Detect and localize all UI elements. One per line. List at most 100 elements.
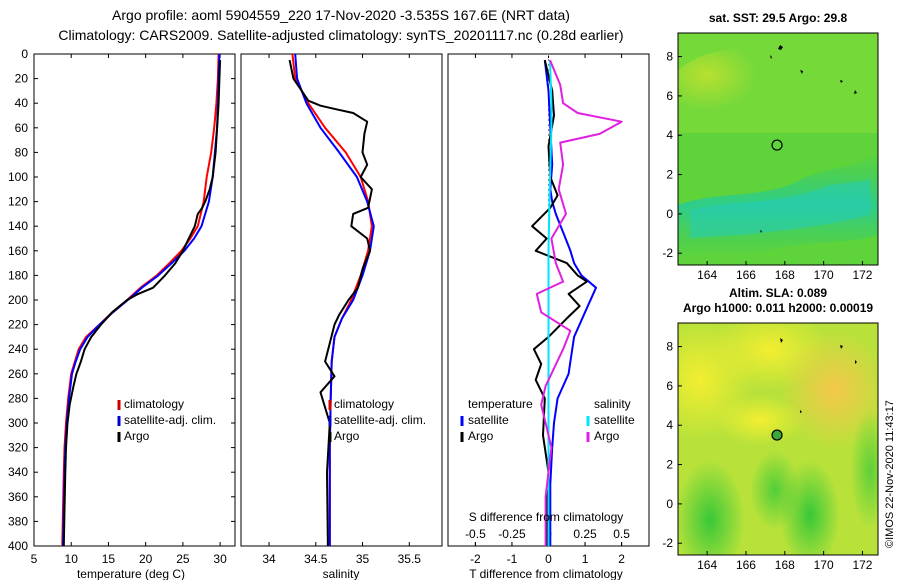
sla-map-field bbox=[678, 323, 878, 555]
x-tick-label: 0 bbox=[545, 552, 552, 566]
map-lon-tick-label: 172 bbox=[852, 558, 872, 572]
x2-tick-label: -0.25 bbox=[498, 527, 526, 541]
depth-tick-label: 320 bbox=[8, 441, 28, 455]
x-tick-label: 20 bbox=[139, 552, 153, 566]
map-lat-tick-label: 4 bbox=[666, 418, 673, 432]
depth-tick-label: 60 bbox=[15, 121, 29, 135]
x-tick-label: 2 bbox=[618, 552, 625, 566]
x-tick-label: -1 bbox=[507, 552, 518, 566]
x-tick-label: 30 bbox=[213, 552, 227, 566]
depth-tick-label: 240 bbox=[8, 342, 28, 356]
legend-label-satellite-adj: satellite-adj. clim. bbox=[124, 413, 216, 427]
x-tick-label: 34 bbox=[262, 552, 276, 566]
sst-map-field bbox=[678, 33, 878, 265]
legend-label-sal-satellite: satellite bbox=[594, 413, 635, 427]
depth-tick-label: 400 bbox=[8, 539, 28, 553]
legend-label-sal-argo: Argo bbox=[594, 429, 620, 443]
series-line-argo bbox=[288, 59, 373, 547]
temperature-series bbox=[61, 53, 222, 547]
legend-label-argo: Argo bbox=[334, 429, 360, 443]
x-tick-label: 15 bbox=[102, 552, 116, 566]
salinity-x-axis: 34 34.5 35 35.5 bbox=[262, 54, 421, 566]
depth-tick-label: 360 bbox=[8, 490, 28, 504]
temperature-legend: climatology satellite-adj. clim. Argo bbox=[117, 397, 216, 443]
temperature-x-label: temperature (deg C) bbox=[77, 567, 185, 580]
legend-label-climatology: climatology bbox=[334, 397, 394, 411]
depth-tick-label: 380 bbox=[8, 514, 28, 528]
sla-map-frame bbox=[677, 322, 879, 556]
sla-map-title-line2: Argo h1000: 0.011 h2000: 0.00019 bbox=[683, 301, 873, 315]
map-lat-tick-label: 2 bbox=[666, 168, 673, 182]
salinity-x-label: salinity bbox=[323, 567, 360, 580]
series-line-salinity-satellite bbox=[547, 60, 553, 546]
sla-map-lat-axis: 8 6 4 2 0 -2 bbox=[662, 340, 682, 550]
x2-tick-label: 0.5 bbox=[613, 527, 630, 541]
map-lon-tick-label: 166 bbox=[736, 268, 756, 282]
legend-label-satellite-adj: satellite-adj. clim. bbox=[334, 413, 426, 427]
x-tick-label: 1 bbox=[582, 552, 589, 566]
x-tick-label: 35 bbox=[356, 552, 370, 566]
depth-tick-label: 40 bbox=[15, 96, 29, 110]
depth-tick-label: 100 bbox=[8, 170, 28, 184]
figure-title-line1: Argo profile: aoml 5904559_220 17-Nov-20… bbox=[112, 7, 570, 23]
t-difference-label: T difference from climatology bbox=[469, 567, 623, 580]
x-tick-label: 25 bbox=[176, 552, 190, 566]
x2-tick-label: -0.5 bbox=[465, 527, 486, 541]
temperature-panel: 0204060801001201401601802002202402602803… bbox=[8, 47, 649, 580]
legend-heading-salinity: salinity bbox=[594, 397, 631, 411]
x-tick-label: 35.5 bbox=[398, 552, 422, 566]
sst-map-lat-axis: 8 6 4 2 0 -2 bbox=[662, 50, 682, 260]
depth-tick-label: 220 bbox=[8, 318, 28, 332]
salinity-legend: climatology satellite-adj. clim. Argo bbox=[328, 397, 426, 443]
sst-map-title: sat. SST: 29.5 Argo: 29.8 bbox=[709, 11, 848, 25]
depth-tick-label: 120 bbox=[8, 195, 28, 209]
salinity-panel: 34 34.5 35 35.5 salinity climatology satell… bbox=[240, 53, 443, 580]
map-lat-tick-label: 0 bbox=[666, 497, 673, 511]
sla-map-lon-axis: 164 166 168 170 172 bbox=[697, 551, 873, 572]
temperature-x-axis: 5 10 15 20 25 30 bbox=[31, 54, 227, 566]
s-difference-label: S difference from climatology bbox=[469, 510, 624, 524]
depth-tick-label: 20 bbox=[15, 72, 29, 86]
x-tick-label: 10 bbox=[65, 552, 79, 566]
depth-tick-label: 280 bbox=[8, 391, 28, 405]
depth-tick-label: 160 bbox=[8, 244, 28, 258]
map-lat-tick-label: -2 bbox=[662, 536, 673, 550]
sst-map-float-marker bbox=[771, 139, 783, 151]
legend-label-climatology: climatology bbox=[124, 397, 184, 411]
difference-legend: temperature satellite Argo salinity sate… bbox=[460, 397, 635, 443]
series-line-salinity-argo bbox=[535, 59, 623, 546]
depth-tick-label: 140 bbox=[8, 219, 28, 233]
sla-map-float-marker bbox=[771, 429, 783, 441]
map-lat-tick-label: -2 bbox=[662, 246, 673, 260]
depth-tick-label: 0 bbox=[21, 47, 28, 61]
map-lat-tick-label: 6 bbox=[666, 89, 673, 103]
series-line-argo bbox=[62, 60, 222, 547]
legend-label-argo: Argo bbox=[124, 429, 150, 443]
depth-tick-label: 260 bbox=[8, 367, 28, 381]
difference-series bbox=[531, 54, 623, 546]
map-lat-tick-label: 8 bbox=[666, 50, 673, 64]
map-lon-tick-label: 168 bbox=[775, 268, 795, 282]
map-lat-tick-label: 2 bbox=[666, 458, 673, 472]
map-lat-tick-label: 4 bbox=[666, 128, 673, 142]
map-lon-tick-label: 172 bbox=[852, 268, 872, 282]
depth-tick-label: 180 bbox=[8, 268, 28, 282]
figure-title-line2: Climatology: CARS2009. Satellite-adjuste… bbox=[58, 27, 623, 43]
x-tick-label: 34.5 bbox=[304, 552, 328, 566]
depth-tick-label: 200 bbox=[8, 293, 28, 307]
map-lon-tick-label: 164 bbox=[697, 558, 717, 572]
x-tick-label: 5 bbox=[31, 552, 38, 566]
map-lon-tick-label: 170 bbox=[814, 268, 834, 282]
sla-map: Altim. SLA: 0.089 Argo h1000: 0.011 h200… bbox=[662, 286, 879, 572]
x-tick-label: -2 bbox=[470, 552, 481, 566]
depth-tick-label: 80 bbox=[15, 145, 29, 159]
legend-heading-temperature: temperature bbox=[468, 397, 533, 411]
sst-map-frame bbox=[677, 32, 879, 266]
map-lon-tick-label: 166 bbox=[736, 558, 756, 572]
legend-label-temp-satellite: satellite bbox=[468, 413, 509, 427]
map-lon-tick-label: 170 bbox=[814, 558, 834, 572]
map-lon-tick-label: 168 bbox=[775, 558, 795, 572]
legend-label-temp-argo: Argo bbox=[468, 429, 494, 443]
